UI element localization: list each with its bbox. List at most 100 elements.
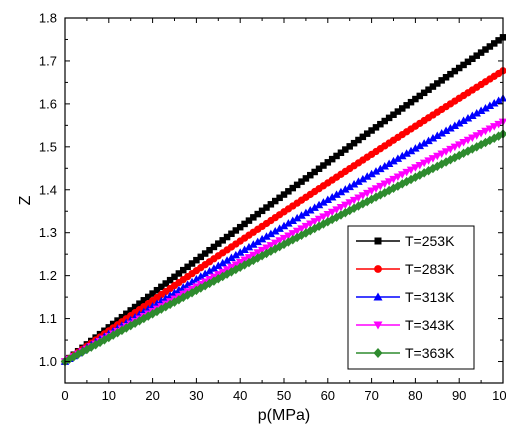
data-point (200, 269, 210, 278)
data-point (489, 123, 499, 131)
y-tick-label: 1.7 (39, 53, 57, 68)
data-point (187, 277, 197, 286)
data-point (232, 227, 240, 234)
data-point (249, 251, 258, 260)
data-point (271, 197, 279, 205)
data-point (359, 133, 367, 141)
data-point (279, 221, 289, 230)
data-point (460, 61, 467, 69)
axes-layer: 0 10 20 30 40 50 60 70 80 90 100 1.0 1.1 1.2 1.3 1.4 1.5… (39, 11, 506, 404)
data-point (472, 108, 481, 117)
data-point (310, 218, 319, 226)
data-point (192, 274, 201, 283)
data-point (433, 131, 442, 140)
data-point (358, 192, 368, 200)
data-point (227, 253, 236, 262)
data-point (323, 211, 333, 219)
data-point (315, 165, 323, 173)
x-axis-title: p(MPa) (258, 407, 310, 424)
data-point (323, 195, 333, 204)
y-tick-label: 1.2 (39, 268, 57, 283)
data-point (188, 260, 196, 267)
data-point (441, 148, 451, 156)
data-point (389, 156, 398, 165)
y-tick-label: 1.1 (39, 311, 57, 326)
data-point (333, 152, 340, 160)
data-point (481, 103, 490, 112)
legend-label: T=253K (405, 233, 455, 249)
data-point (218, 258, 227, 267)
series-T=253K (61, 34, 506, 365)
legend-item: T=283K (356, 261, 455, 277)
x-tick-label: 100 (492, 388, 506, 403)
data-point (459, 139, 468, 147)
data-point (398, 171, 407, 179)
data-point (463, 136, 473, 145)
data-point (495, 37, 502, 44)
data-point (377, 120, 384, 128)
legend: T=253K T=283K T=313K T=343K T=363K (347, 225, 475, 370)
data-point (399, 105, 406, 112)
data-point (275, 237, 284, 245)
data-point (411, 144, 420, 152)
data-point (184, 263, 191, 271)
data-point (455, 64, 463, 72)
data-point (341, 185, 350, 193)
data-point (385, 114, 393, 122)
x-tick-label: 30 (189, 388, 203, 403)
data-point (332, 206, 341, 214)
legend-label: T=313K (405, 289, 455, 305)
legend-marker (373, 292, 383, 301)
data-point (328, 155, 336, 163)
data-point (219, 237, 226, 244)
data-point (285, 188, 292, 195)
data-point (149, 290, 156, 297)
legend-label: T=343K (405, 317, 455, 333)
legend-label: T=363K (405, 345, 455, 361)
data-point (327, 208, 337, 217)
data-point (114, 317, 121, 324)
data-point (228, 230, 235, 237)
data-point (284, 219, 293, 227)
data-point (494, 96, 503, 105)
data-point (270, 226, 280, 235)
data-point (263, 204, 270, 211)
legend-item: T=363K (356, 345, 455, 361)
data-point (342, 146, 349, 153)
data-point (446, 123, 455, 132)
data-point (415, 161, 425, 170)
data-point (223, 233, 231, 241)
data-point (416, 92, 424, 100)
data-point (231, 250, 241, 259)
data-point (241, 220, 248, 228)
data-point (250, 214, 257, 221)
data-point (336, 187, 346, 196)
data-point (275, 224, 284, 232)
data-point (249, 255, 258, 266)
data-point (481, 127, 490, 136)
data-point (390, 111, 397, 118)
x-tick-label: 40 (233, 388, 247, 403)
data-point (249, 240, 258, 248)
data-point (166, 276, 174, 284)
data-point (209, 264, 219, 272)
x-tick-label: 70 (364, 388, 378, 403)
data-point (394, 108, 402, 115)
data-point (240, 245, 249, 254)
data-point (319, 213, 328, 221)
data-point (136, 300, 143, 307)
data-point (196, 272, 206, 280)
data-point (433, 152, 442, 161)
legend-marker (374, 265, 382, 273)
series-layer (60, 34, 506, 367)
data-point (171, 273, 178, 281)
data-point (153, 286, 161, 294)
data-point (253, 237, 262, 246)
data-point (498, 94, 506, 102)
data-point (428, 155, 438, 163)
data-point (298, 178, 305, 185)
data-point (468, 134, 477, 143)
data-point (175, 270, 183, 277)
data-point (266, 242, 276, 250)
data-point (214, 261, 223, 270)
